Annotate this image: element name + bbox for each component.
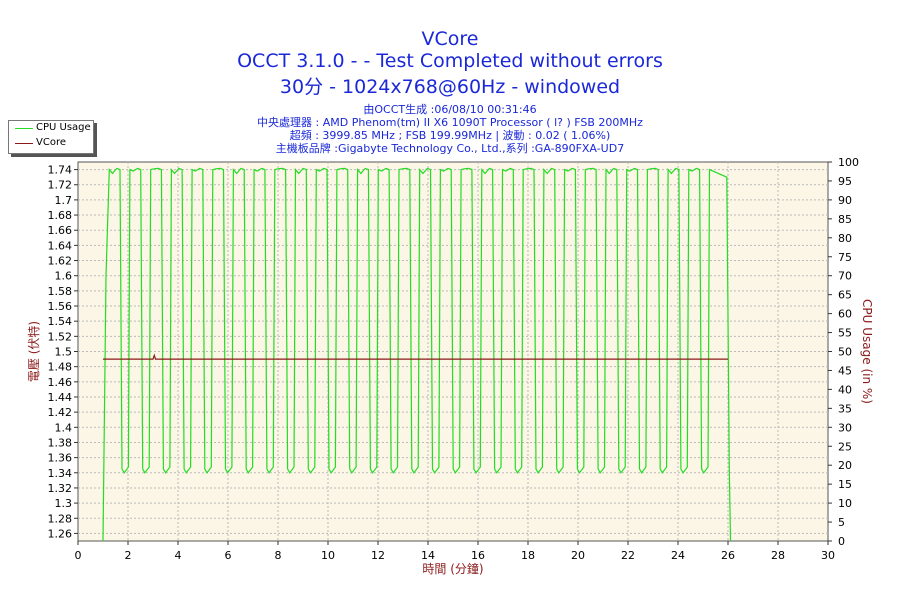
y-left-tick-label: 1.32	[48, 482, 73, 495]
y-left-tick-label: 1.44	[48, 391, 73, 404]
y-right-tick-label: 75	[838, 251, 852, 264]
y-right-tick-label: 0	[838, 535, 845, 548]
y-left-tick-label: 1.26	[48, 527, 73, 540]
y-right-tick-label: 15	[838, 478, 852, 491]
x-tick-label: 14	[421, 549, 435, 562]
y-right-tick-label: 5	[838, 516, 845, 529]
y-left-tick-label: 1.64	[48, 239, 73, 252]
legend-item-cpu-usage: CPU Usage	[9, 121, 93, 136]
x-tick-label: 20	[571, 549, 585, 562]
y-left-tick-label: 1.38	[48, 436, 73, 449]
x-tick-label: 18	[521, 549, 535, 562]
y-left-tick-label: 1.34	[48, 467, 73, 480]
y-left-tick-label: 1.36	[48, 452, 73, 465]
chart-title: VCore	[421, 28, 479, 50]
x-tick-label: 4	[175, 549, 182, 562]
series-line-cpu-usage	[102, 167, 732, 542]
legend-label-vcore: VCore	[36, 137, 66, 148]
y-left-tick-label: 1.58	[48, 285, 73, 298]
y-right-tick-label: 100	[838, 156, 859, 169]
y-left-tick-label: 1.68	[48, 209, 73, 222]
y-left-tick-label: 1.54	[48, 315, 73, 328]
info-line-3: 超頻 : 3999.85 MHz ; FSB 199.99MHz | 波動 : …	[289, 129, 611, 142]
y-left-tick-label: 1.72	[48, 179, 73, 192]
legend-item-vcore: VCore	[9, 136, 93, 151]
y-right-tick-label: 85	[838, 213, 852, 226]
x-tick-label: 0	[75, 549, 82, 562]
y-left-tick-label: 1.46	[48, 376, 73, 389]
x-tick-label: 6	[225, 549, 232, 562]
legend-swatch-vcore	[15, 143, 33, 144]
y-right-tick-label: 90	[838, 194, 852, 207]
y-right-tick-label: 55	[838, 327, 852, 340]
y-left-tick-label: 1.5	[55, 346, 73, 359]
y-right-tick-label: 60	[838, 308, 852, 321]
y-left-tick-label: 1.74	[48, 164, 73, 177]
y-left-tick-label: 1.56	[48, 300, 73, 313]
x-tick-label: 26	[721, 549, 735, 562]
info-line-4: 主機板品牌 :Gigabyte Technology Co., Ltd.,系列 …	[275, 142, 625, 155]
y-left-tick-label: 1.52	[48, 330, 73, 343]
x-tick-label: 2	[125, 549, 132, 562]
legend-swatch-cpu-usage	[15, 128, 33, 129]
y-right-tick-label: 95	[838, 175, 852, 188]
series-line-vcore	[103, 353, 728, 360]
y-right-tick-label: 50	[838, 346, 852, 359]
y-right-tick-label: 35	[838, 402, 852, 415]
y-right-tick-label: 25	[838, 440, 852, 453]
chart-subtitle: OCCT 3.1.0 - - Test Completed without er…	[237, 50, 663, 72]
chart-subtitle-2: 30分 - 1024x768@60Hz - windowed	[279, 76, 621, 98]
y-left-tick-label: 1.6	[55, 270, 73, 283]
legend-label-cpu-usage: CPU Usage	[36, 122, 91, 133]
y-right-tick-label: 80	[838, 232, 852, 245]
y-right-tick-label: 10	[838, 497, 852, 510]
y-right-tick-label: 30	[838, 421, 852, 434]
x-axis-label: 時間 (分鐘)	[422, 561, 483, 576]
x-tick-label: 16	[471, 549, 485, 562]
y-right-tick-label: 20	[838, 459, 852, 472]
x-tick-label: 28	[771, 549, 785, 562]
info-line-2: 中央處理器 : AMD Phenom(tm) II X6 1090T Proce…	[257, 116, 643, 129]
y-left-tick-label: 1.7	[55, 194, 73, 207]
y-left-tick-label: 1.28	[48, 512, 73, 525]
x-tick-label: 8	[275, 549, 282, 562]
y-left-tick-label: 1.62	[48, 255, 73, 268]
x-tick-label: 12	[371, 549, 385, 562]
y-left-tick-label: 1.42	[48, 406, 73, 419]
x-tick-label: 24	[671, 549, 685, 562]
x-tick-label: 10	[321, 549, 335, 562]
y-right-tick-label: 70	[838, 270, 852, 283]
legend: CPU Usage VCore	[8, 120, 94, 154]
y-right-axis-label: CPU Usage (in %)	[860, 299, 874, 404]
y-left-tick-label: 1.48	[48, 361, 73, 374]
x-tick-label: 22	[621, 549, 635, 562]
y-left-axis-label: 電壓 (伏特)	[26, 321, 41, 382]
y-left-tick-label: 1.66	[48, 224, 73, 237]
y-left-tick-label: 1.4	[55, 421, 73, 434]
y-right-tick-label: 65	[838, 289, 852, 302]
info-line-1: 由OCCT生成 :06/08/10 00:31:46	[363, 103, 537, 116]
y-left-tick-label: 1.3	[55, 497, 73, 510]
x-tick-label: 30	[821, 549, 835, 562]
y-right-tick-label: 45	[838, 364, 852, 377]
y-right-tick-label: 40	[838, 383, 852, 396]
